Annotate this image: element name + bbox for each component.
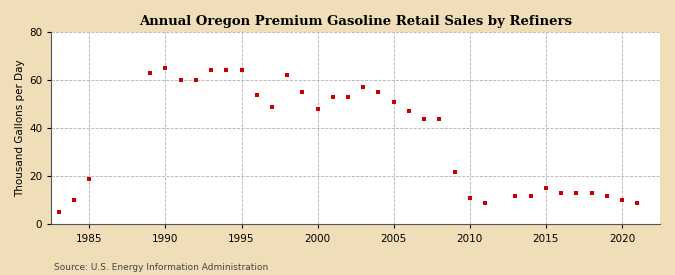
Point [404,109,414,114]
Point [84,177,95,181]
Point [145,71,156,75]
Point [541,186,551,191]
Text: Source: U.S. Energy Information Administration: Source: U.S. Energy Information Administ… [54,263,268,272]
Point [176,78,186,82]
Point [388,100,399,104]
Point [632,201,643,205]
Point [343,95,354,99]
Point [434,116,445,121]
Point [236,68,247,73]
Point [616,198,627,203]
Point [160,66,171,70]
Y-axis label: Thousand Gallons per Day: Thousand Gallons per Day [15,59,25,197]
Point [190,78,201,82]
Point [418,116,429,121]
Point [525,193,536,198]
Point [601,193,612,198]
Point [358,85,369,89]
Point [464,196,475,200]
Point [571,191,582,195]
Point [206,68,217,73]
Point [586,191,597,195]
Point [480,201,491,205]
Point [327,95,338,99]
Point [53,210,64,215]
Point [510,193,521,198]
Point [449,169,460,174]
Title: Annual Oregon Premium Gasoline Retail Sales by Refiners: Annual Oregon Premium Gasoline Retail Sa… [139,15,572,28]
Point [221,68,232,73]
Point [281,73,292,78]
Point [556,191,566,195]
Point [297,90,308,94]
Point [373,90,384,94]
Point [313,107,323,111]
Point [267,104,277,109]
Point [69,198,80,203]
Point [251,92,262,97]
